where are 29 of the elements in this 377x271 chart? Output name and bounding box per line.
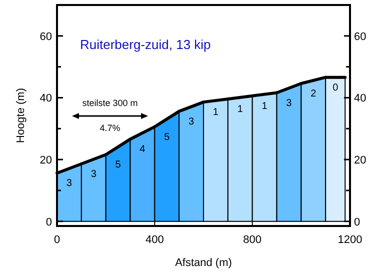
annotation: 3 <box>188 116 195 128</box>
y-tick-label: 40 <box>40 92 52 105</box>
annotation: 3 <box>66 178 72 190</box>
x-tick-label: 0 <box>54 234 60 246</box>
y-tick-label: 0 <box>46 216 52 228</box>
text: Ruiterberg-zuid, 13 kip <box>80 37 211 52</box>
x-tick-label: 800 <box>243 234 262 246</box>
annotation: 1 <box>262 100 268 112</box>
annotation: 1 <box>237 104 244 115</box>
annotation: 1 <box>212 107 219 118</box>
x-tick-label: 1200 <box>338 234 362 246</box>
annotation: steilste 300 m <box>82 98 138 108</box>
annotation: 0 <box>332 82 339 94</box>
x-axis-title: Afstand (m) <box>175 257 232 269</box>
y2-tick-label: 40 <box>354 92 366 105</box>
y-tick-label: 20 <box>40 154 52 167</box>
y-tick-label: 60 <box>40 30 52 43</box>
y-axis-title: Hoogte (m) <box>15 88 27 144</box>
annotation: 2 <box>310 88 317 100</box>
annotation: 3 <box>90 168 97 180</box>
y2-tick-label: 20 <box>354 154 366 167</box>
annotation: 5 <box>164 132 170 143</box>
annotation: 4 <box>140 144 146 156</box>
annotation: 3 <box>286 98 292 109</box>
x-tick-label: 400 <box>145 234 164 246</box>
y2-tick-label: 0 <box>354 216 360 228</box>
y2-tick-label: 60 <box>354 30 366 43</box>
annotation: 5 <box>115 160 122 171</box>
annotation: 4.7% <box>100 123 120 133</box>
